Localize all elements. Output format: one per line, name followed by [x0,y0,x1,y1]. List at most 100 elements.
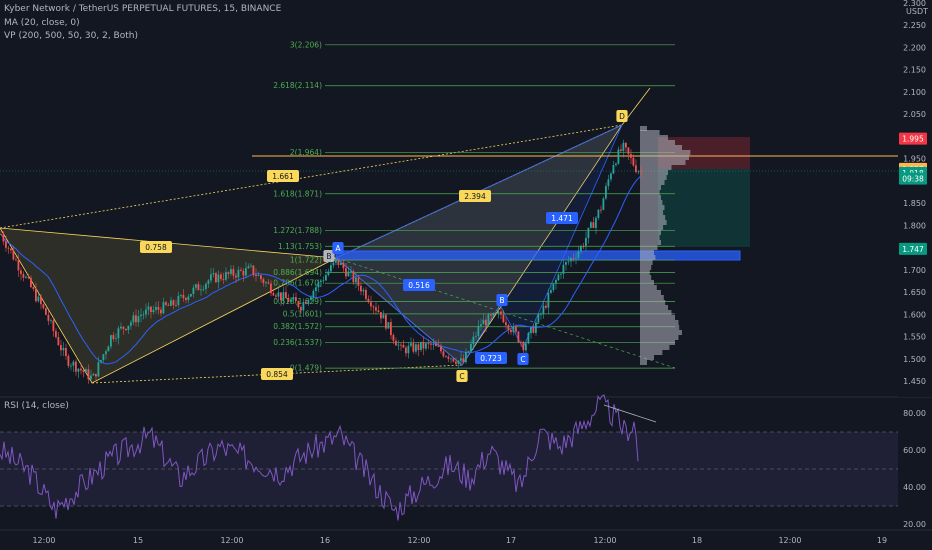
rsi-tick: 80.00 [903,409,926,418]
svg-text:1(1.722): 1(1.722) [290,256,322,265]
rsi-axis[interactable]: 80.00 60.00 40.00 20.00 [903,409,926,529]
svg-text:0.723: 0.723 [480,354,502,363]
rsi-tick: 60.00 [903,446,926,455]
pattern-dotted-xd [0,124,623,229]
pattern-point-label[interactable]: 2.394 [459,190,491,202]
fib-level[interactable]: 0.886(1.694) [273,268,675,277]
price-badge: 1.747 [899,242,927,255]
price-tick: 2.300 [903,0,926,8]
price-tick: 1.550 [903,333,926,342]
fib-level[interactable]: 1.272(1.788) [273,226,675,235]
svg-text:0(1.479): 0(1.479) [290,364,322,373]
pattern-point-label[interactable]: C [517,353,529,365]
svg-text:0.382(1.572): 0.382(1.572) [273,322,322,331]
svg-text:1.471: 1.471 [551,214,573,223]
svg-text:0.758: 0.758 [145,243,167,252]
time-tick: 18 [692,536,702,545]
svg-text:2.394: 2.394 [464,192,486,201]
price-tick: 2.100 [903,88,926,97]
abcd-dashed [335,257,676,369]
fib-level[interactable]: 3(2.206) [290,40,675,49]
svg-text:A: A [335,244,341,253]
fib-level[interactable]: 0.786(1.670) [273,279,675,288]
pattern-point-label[interactable]: 1.661 [267,170,299,182]
time-tick: 12:00 [32,536,55,545]
price-tick: 1.800 [903,221,926,230]
time-axis[interactable]: 12:00 15 12:00 16 12:00 17 12:00 18 12:00 19 [0,529,932,545]
candles [0,139,642,384]
price-tick: 2.050 [903,110,926,119]
price-badge: 1.995 [899,132,927,145]
pattern-point-label[interactable]: B [323,250,335,262]
svg-text:0.854: 0.854 [266,370,288,379]
pattern-point-label[interactable]: 0.723 [475,352,507,364]
pattern-point-label[interactable]: C [456,370,468,382]
pattern-point-label[interactable]: 0.516 [403,279,435,291]
fib-level[interactable]: 2(1.964) [290,148,675,157]
fib-level[interactable]: 1(1.722) [290,256,675,265]
svg-text:C: C [520,355,525,364]
pattern-point-label[interactable]: D [616,110,628,122]
svg-text:2(1.964): 2(1.964) [290,148,322,157]
price-tick: 1.700 [903,266,926,275]
fib-level[interactable]: 1.618(1.871) [273,189,675,198]
price-badge: 09:38 [899,172,927,185]
svg-text:1.995: 1.995 [902,135,924,144]
rsi-tick: 40.00 [903,483,926,492]
time-tick: 12:00 [407,536,430,545]
rsi-indicator-label[interactable]: RSI (14, close) [4,401,69,411]
svg-text:1.661: 1.661 [272,172,294,181]
position-target-zone [658,169,750,247]
price-tick: 1.450 [903,377,926,386]
ma-line [0,175,642,365]
pattern-point-label[interactable]: 0.854 [261,368,293,380]
svg-text:1.747: 1.747 [902,245,924,254]
ma-indicator-label[interactable]: MA (20, close, 0) [4,18,80,28]
svg-text:0.5(1.601): 0.5(1.601) [283,309,322,318]
time-tick: 16 [320,536,330,545]
rsi-divergence-line [603,404,657,423]
volume-profile [640,126,691,365]
price-axis[interactable]: USDT2.3002.2502.2002.1502.1002.0502.0001… [898,0,932,397]
svg-text:B: B [326,252,331,261]
fib-level[interactable]: 1.13(1.753) [278,242,675,251]
currency-label: USDT [906,7,928,16]
time-tick: 19 [877,536,887,545]
price-pane[interactable]: 3(2.206) 2.618(2.114) 2(1.964) 1.618(1.871)… [0,0,898,397]
vp-indicator-label[interactable]: VP (200, 500, 50, 30, 2, Both) [4,31,138,41]
price-tick: 1.600 [903,310,926,319]
pattern-point-label[interactable]: B [496,294,508,306]
symbol-title: Kyber Network / TetherUS PERPETUAL FUTUR… [4,4,282,14]
price-tick: 2.150 [903,66,926,75]
svg-text:B: B [499,296,504,305]
svg-text:1.13(1.753): 1.13(1.753) [278,242,322,251]
rsi-tick: 20.00 [903,520,926,529]
rsi-line [0,394,639,521]
support-zone-box [335,250,741,261]
svg-text:0.886(1.694): 0.886(1.694) [273,268,322,277]
time-tick: 17 [506,536,516,545]
time-tick: 12:00 [593,536,616,545]
price-tick: 2.250 [903,21,926,30]
pattern-point-label[interactable]: 0.758 [140,241,172,253]
svg-text:0.786(1.670): 0.786(1.670) [273,279,322,288]
fib-level[interactable]: 0(1.479) [290,364,675,373]
svg-text:1.272(1.788): 1.272(1.788) [273,226,322,235]
time-tick: 12:00 [778,536,801,545]
fib-level[interactable]: 2.618(2.114) [273,81,675,90]
svg-text:2.618(2.114): 2.618(2.114) [273,81,322,90]
pattern-point-label[interactable]: A [332,242,344,254]
pattern-point-label[interactable]: 1.471 [546,212,578,224]
svg-text:0.236(1.537): 0.236(1.537) [273,338,322,347]
svg-text:C: C [459,372,464,381]
price-tick: 1.500 [903,355,926,364]
svg-text:09:38: 09:38 [902,175,924,184]
rsi-pane[interactable] [0,394,898,521]
svg-text:1.618(1.871): 1.618(1.871) [273,189,322,198]
svg-text:D: D [619,112,625,121]
fib-level[interactable]: 0.236(1.537) [273,338,675,347]
svg-text:0.516: 0.516 [408,281,430,290]
price-tick: 1.850 [903,199,926,208]
fib-level[interactable]: 0.382(1.572) [273,322,675,331]
